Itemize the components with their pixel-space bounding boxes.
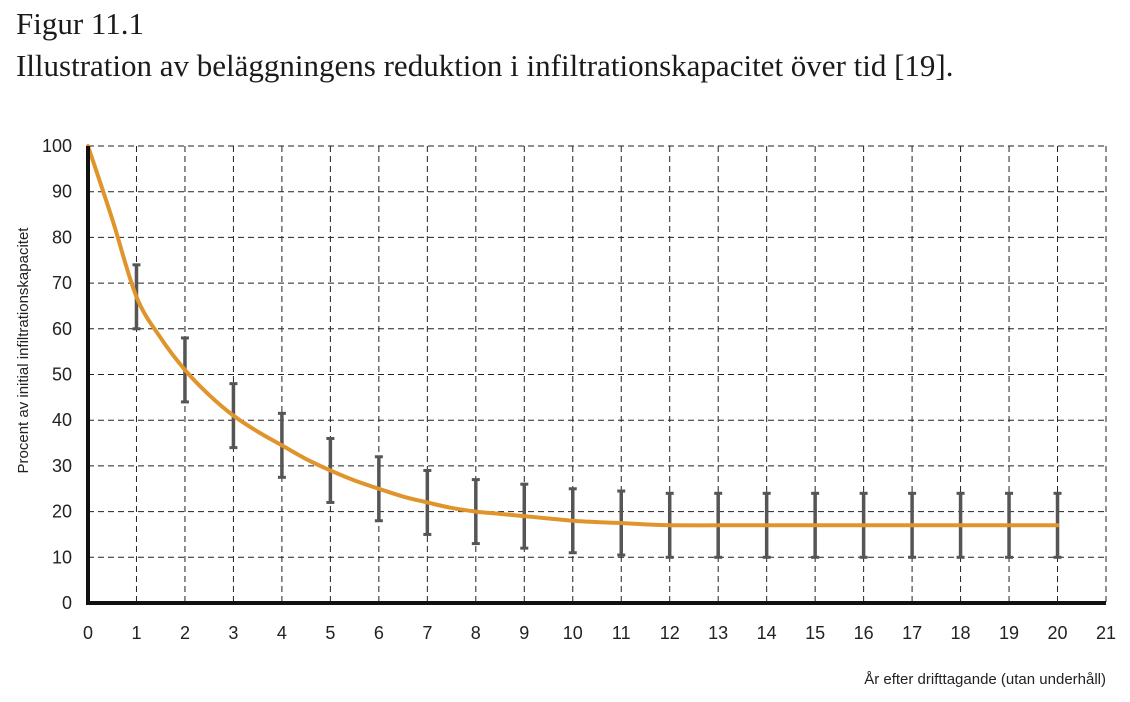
- x-axis-title: År efter drifttagande (utan underhåll): [864, 671, 1106, 688]
- x-tick-label-5: 5: [325, 623, 335, 643]
- y-tick-label-40: 40: [52, 410, 72, 430]
- x-tick-label-0: 0: [83, 623, 93, 643]
- y-tick-label-10: 10: [52, 547, 72, 567]
- x-tick-label-10: 10: [563, 623, 583, 643]
- x-tick-label-6: 6: [374, 623, 384, 643]
- x-tick-label-15: 15: [805, 623, 825, 643]
- figure-label: Figur 11.1: [16, 6, 145, 41]
- x-tick-label-17: 17: [902, 623, 922, 643]
- y-axis-title: Procent av initial infiltrationskapacite…: [15, 227, 32, 474]
- y-tick-label-50: 50: [52, 365, 72, 385]
- x-tick-label-16: 16: [854, 623, 874, 643]
- x-tick-label-19: 19: [999, 623, 1019, 643]
- x-tick-label-18: 18: [951, 623, 971, 643]
- x-tick-label-3: 3: [228, 623, 238, 643]
- grid-lines: [88, 145, 1107, 603]
- y-tick-label-80: 80: [52, 227, 72, 247]
- x-tick-label-2: 2: [180, 623, 190, 643]
- x-tick-label-20: 20: [1048, 623, 1068, 643]
- y-tick-label-90: 90: [52, 182, 72, 202]
- x-tick-label-8: 8: [471, 623, 481, 643]
- data-curve: [86, 144, 1060, 528]
- series-line-0: [86, 144, 1060, 528]
- tick-labels: 0 1 2 3 4 5 6 7 8 9 10 11 12 13 14 15 16 17 18 19 20 21010203…: [42, 136, 1116, 643]
- x-tick-label-4: 4: [277, 623, 287, 643]
- x-tick-label-7: 7: [422, 623, 432, 643]
- x-tick-label-9: 9: [519, 623, 529, 643]
- y-tick-label-70: 70: [52, 273, 72, 293]
- x-tick-label-12: 12: [660, 623, 680, 643]
- x-tick-label-13: 13: [708, 623, 728, 643]
- y-tick-label-0: 0: [62, 593, 72, 613]
- figure-title: Illustration av beläggningens reduktion …: [16, 48, 954, 83]
- y-tick-label-20: 20: [52, 502, 72, 522]
- x-tick-label-11: 11: [612, 623, 631, 643]
- x-tick-label-1: 1: [131, 623, 141, 643]
- x-tick-label-14: 14: [757, 623, 777, 643]
- axes: [86, 146, 1106, 605]
- x-tick-label-21: 21: [1096, 623, 1116, 643]
- y-tick-label-100: 100: [42, 136, 72, 156]
- y-tick-label-60: 60: [52, 319, 72, 339]
- error-bars: [132, 263, 1062, 559]
- y-tick-label-30: 30: [52, 456, 72, 476]
